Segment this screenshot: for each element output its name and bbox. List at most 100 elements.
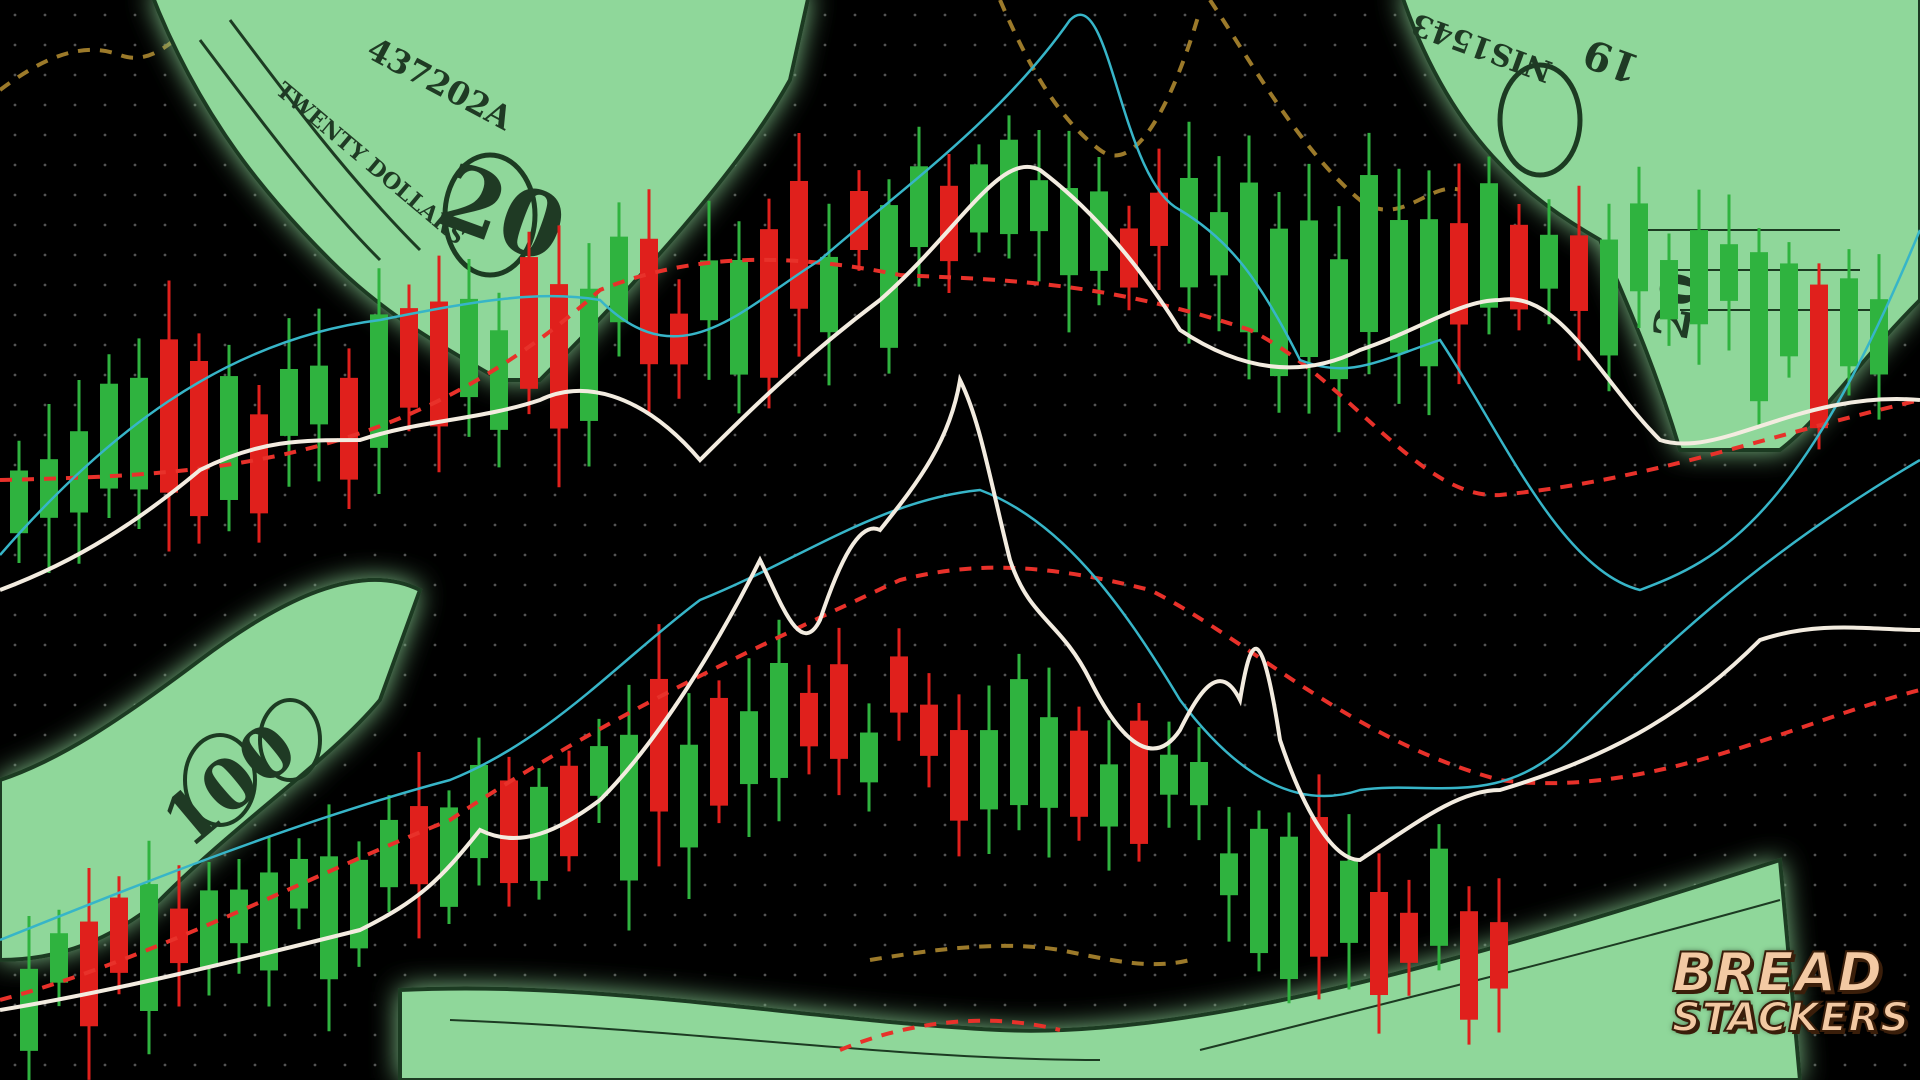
candle-lower-body bbox=[410, 806, 428, 885]
candle-upper-body bbox=[1300, 220, 1318, 358]
candle-lower-body bbox=[590, 746, 608, 796]
cyan-ma-lower bbox=[0, 458, 1920, 942]
candle-lower-body bbox=[560, 765, 578, 857]
candle-upper-body bbox=[1510, 224, 1528, 310]
candle-upper-body bbox=[1600, 239, 1618, 356]
red-dashed-ma-bottom bbox=[839, 1018, 1061, 1052]
candle-lower-body bbox=[890, 656, 908, 713]
candle-lower-body bbox=[1250, 828, 1268, 954]
candle-upper-body bbox=[1030, 180, 1048, 232]
candle-lower-body bbox=[1340, 860, 1358, 943]
candle-upper-body bbox=[190, 360, 208, 517]
candle-lower-body bbox=[230, 889, 248, 944]
candle-upper-body bbox=[220, 376, 238, 500]
logo-line-bread: BREAD bbox=[1671, 941, 1884, 1004]
candle-upper-body bbox=[1270, 228, 1288, 377]
candle-upper-body bbox=[490, 330, 508, 430]
candle-upper-body bbox=[1720, 244, 1738, 301]
candle-lower-body bbox=[1070, 730, 1088, 817]
candle-upper-body bbox=[1330, 259, 1348, 380]
candle-lower-body bbox=[800, 692, 818, 747]
candle-upper-body bbox=[1390, 220, 1408, 353]
candle-lower-body bbox=[20, 968, 38, 1051]
candle-lower-body bbox=[500, 780, 518, 884]
candle-upper-body bbox=[790, 180, 808, 309]
candle-upper-body bbox=[1360, 175, 1378, 333]
gold-dashed-ma-lines bbox=[0, 0, 1461, 967]
candle-lower-body bbox=[1220, 853, 1238, 896]
logo-line-stackers: STACKERS bbox=[1671, 995, 1910, 1041]
candle-lower-body bbox=[620, 734, 638, 881]
candlestick-series bbox=[10, 115, 1888, 1080]
candle-upper-body bbox=[520, 257, 538, 389]
candle-upper-body bbox=[610, 236, 628, 323]
gold-ma-bottom bbox=[869, 943, 1191, 967]
candle-upper-body bbox=[100, 383, 118, 489]
white-ma-lower bbox=[0, 373, 1920, 1012]
red-dashed-ma-upper bbox=[0, 257, 1920, 498]
candle-upper-body bbox=[40, 459, 58, 518]
white-ma-upper bbox=[0, 164, 1920, 592]
candle-lower-body bbox=[1160, 754, 1178, 795]
candle-upper-body bbox=[340, 377, 358, 480]
candle-upper-body bbox=[760, 229, 778, 378]
candle-upper-body bbox=[1090, 191, 1108, 271]
candle-lower-body bbox=[740, 711, 758, 785]
candle-upper-body bbox=[430, 301, 448, 427]
candle-lower-body bbox=[770, 662, 788, 778]
candle-lower-body bbox=[50, 933, 68, 983]
candle-lower-body bbox=[470, 764, 488, 859]
candle-upper-body bbox=[310, 365, 328, 425]
candle-lower-body bbox=[440, 807, 458, 907]
candle-lower-body bbox=[1460, 911, 1478, 1020]
candle-upper-body bbox=[280, 368, 298, 436]
candle-upper-body bbox=[1810, 284, 1828, 429]
candle-upper-body bbox=[880, 205, 898, 348]
candle-upper-body bbox=[1540, 234, 1558, 289]
candle-lower-body bbox=[680, 744, 698, 848]
candle-lower-body bbox=[1010, 679, 1028, 806]
candle-upper-body bbox=[1780, 263, 1798, 357]
candle-lower-body bbox=[1400, 912, 1418, 963]
candle-upper-body bbox=[700, 260, 718, 321]
candle-lower-body bbox=[320, 856, 338, 980]
candle-lower-body bbox=[860, 732, 878, 783]
candle-lower-body bbox=[110, 897, 128, 973]
candle-upper-body bbox=[1690, 230, 1708, 325]
candle-upper-body bbox=[640, 238, 658, 365]
candle-upper-body bbox=[820, 256, 838, 333]
candle-upper-body bbox=[370, 314, 388, 448]
candle-upper-body bbox=[850, 190, 868, 250]
candle-lower-body bbox=[380, 819, 398, 888]
candle-lower-body bbox=[1430, 848, 1448, 946]
candle-lower-body bbox=[1190, 762, 1208, 806]
candle-lower-body bbox=[200, 890, 218, 968]
candle-upper-body bbox=[550, 284, 568, 429]
candle-upper-body bbox=[1150, 192, 1168, 246]
red-dashed-ma-lower bbox=[0, 565, 1920, 1002]
candle-upper-body bbox=[1750, 252, 1768, 402]
candle-upper-body bbox=[1240, 182, 1258, 333]
candle-upper-body bbox=[1840, 278, 1858, 367]
cyan-ma-upper bbox=[0, 13, 1920, 592]
candle-upper-body bbox=[1000, 139, 1018, 235]
candle-upper-body bbox=[250, 414, 268, 514]
candle-upper-body bbox=[1660, 260, 1678, 320]
candle-lower-body bbox=[980, 730, 998, 810]
candle-upper-body bbox=[1420, 219, 1438, 367]
candle-upper-body bbox=[160, 339, 178, 493]
candle-lower-body bbox=[830, 664, 848, 759]
candle-upper-body bbox=[910, 166, 928, 248]
candle-upper-body bbox=[1570, 235, 1588, 311]
candle-lower-body bbox=[1100, 764, 1118, 827]
candle-lower-body bbox=[170, 908, 188, 964]
candle-upper-body bbox=[460, 298, 478, 398]
candle-upper-body bbox=[1630, 203, 1648, 292]
candle-upper-body bbox=[1450, 223, 1468, 325]
bill-fan-left bbox=[0, 577, 423, 963]
candle-upper-body bbox=[1210, 212, 1228, 276]
candle-lower-body bbox=[1310, 817, 1328, 957]
candle-lower-body bbox=[1280, 836, 1298, 980]
candle-lower-body bbox=[950, 730, 968, 821]
